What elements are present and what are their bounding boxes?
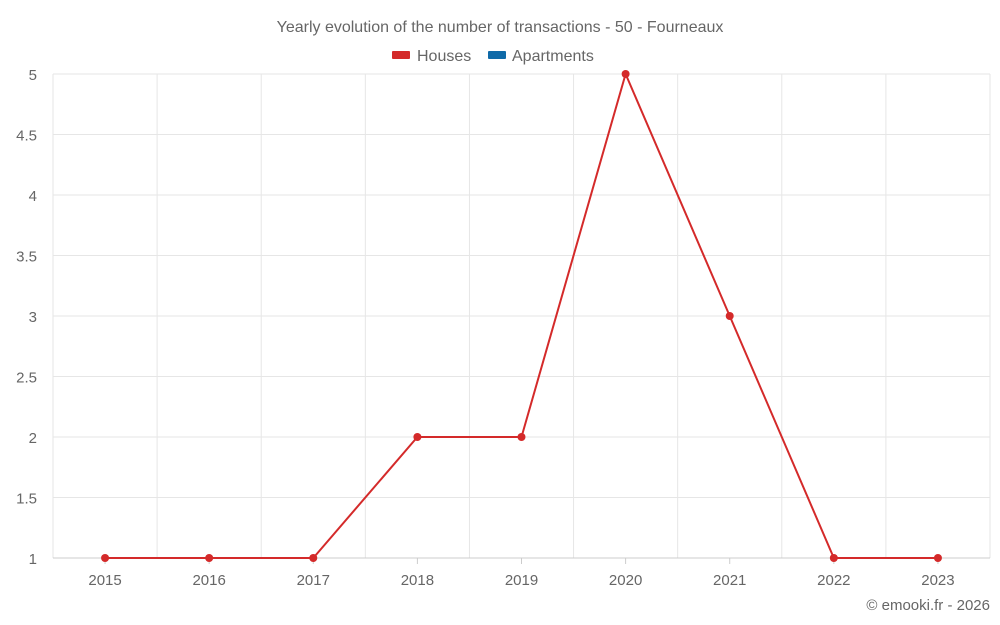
series-layer [101, 70, 942, 562]
y-tick-label: 5 [29, 67, 37, 84]
x-tick-label: 2023 [921, 572, 954, 589]
legend-label-houses: Houses [417, 48, 471, 65]
grid-layer [52, 73, 991, 558]
data-point-houses[interactable] [101, 554, 110, 562]
legend-label-apartments: Apartments [512, 48, 594, 65]
data-point-houses[interactable] [413, 433, 422, 441]
legend-swatch-apartments [488, 51, 506, 59]
y-tick-label: 4 [29, 188, 37, 205]
x-tick-label: 2018 [401, 572, 434, 589]
data-point-houses[interactable] [517, 433, 526, 441]
data-point-houses[interactable] [933, 554, 942, 562]
legend-item-apartments[interactable]: Apartments [488, 48, 594, 65]
x-tick-label: 2022 [817, 572, 850, 589]
y-tick-label: 1 [29, 551, 37, 568]
y-tick-label: 2.5 [16, 370, 37, 387]
y-tick-label: 4.5 [16, 128, 37, 145]
legend-swatch-houses [392, 51, 410, 59]
data-point-houses[interactable] [309, 554, 318, 562]
chart-title: Yearly evolution of the number of transa… [277, 19, 724, 36]
legend-item-houses[interactable]: Houses [392, 48, 471, 65]
x-tick-label: 2020 [609, 572, 642, 589]
x-tick-label: 2015 [88, 572, 121, 589]
y-tick-label: 1.5 [16, 491, 37, 508]
x-tick-label: 2019 [505, 572, 538, 589]
x-tick-label: 2016 [192, 572, 225, 589]
x-tick-label: 2021 [713, 572, 746, 589]
legend: Houses Apartments [392, 48, 594, 65]
axis-layer: 1 1.5 2 2.5 3 3.5 4 4.5 5 2015 2016 2017 2018 2019 202… [16, 67, 990, 589]
credit-text[interactable]: © emooki.fr - 2026 [866, 597, 990, 614]
y-tick-label: 3 [29, 309, 37, 326]
y-tick-label: 2 [29, 430, 37, 447]
data-point-houses[interactable] [205, 554, 214, 562]
y-tick-label: 3.5 [16, 249, 37, 266]
data-point-houses[interactable] [829, 554, 838, 562]
data-point-houses[interactable] [725, 312, 734, 320]
x-tick-label: 2017 [297, 572, 330, 589]
data-point-houses[interactable] [621, 70, 630, 78]
